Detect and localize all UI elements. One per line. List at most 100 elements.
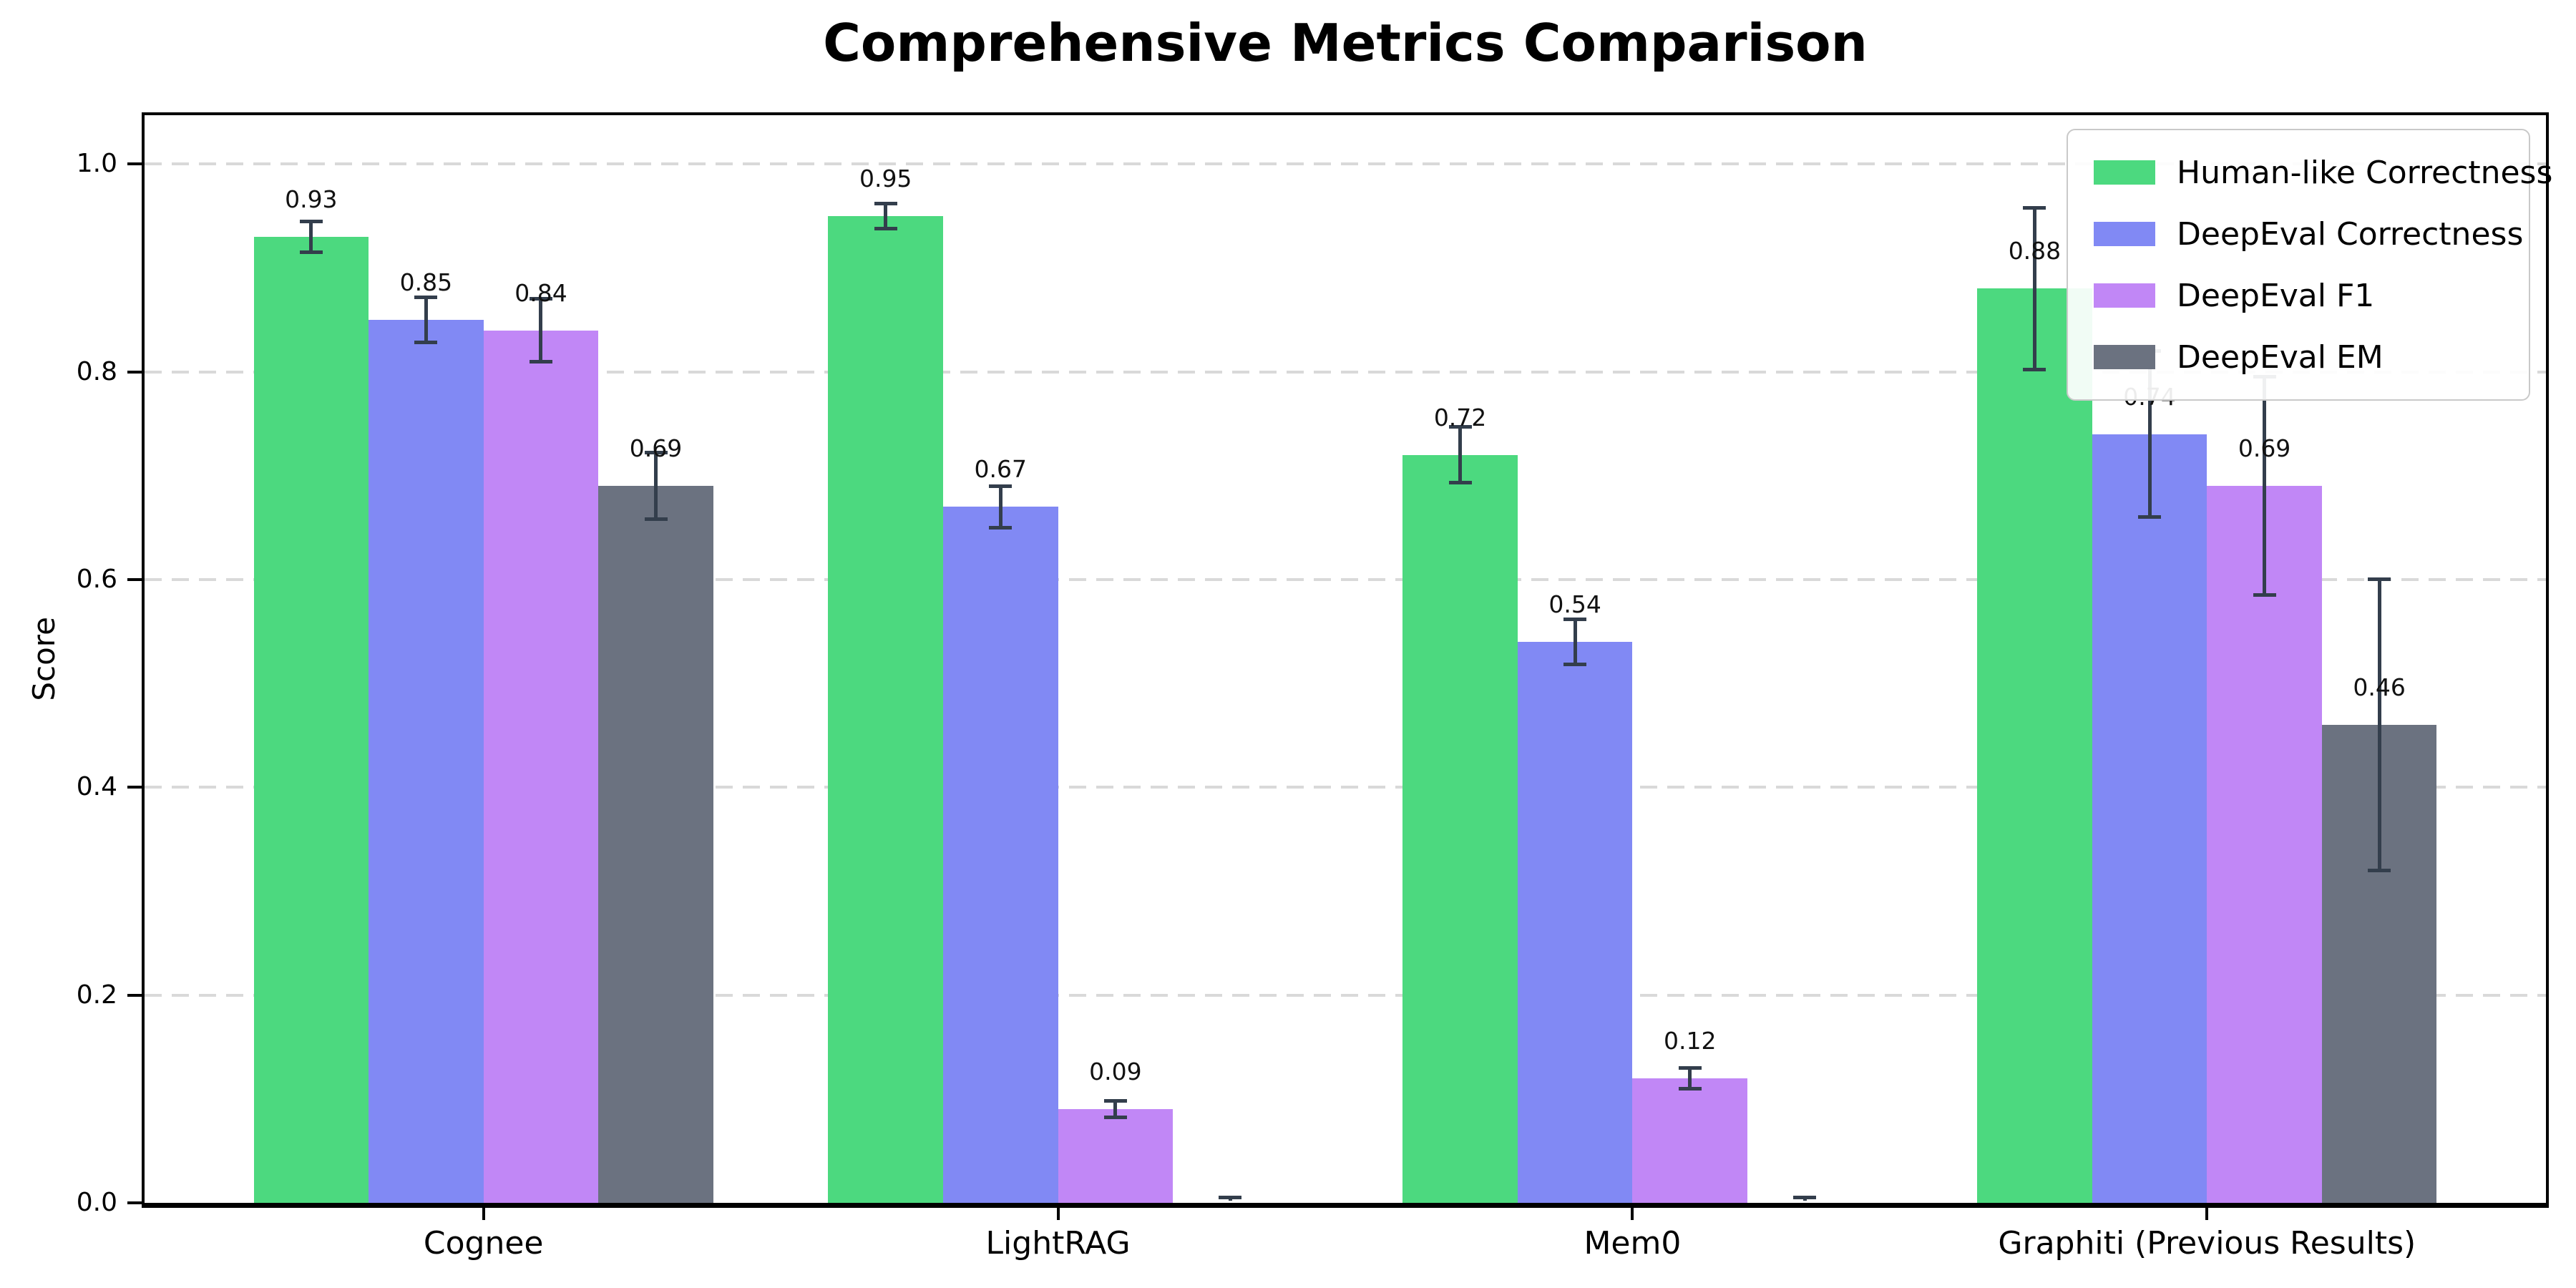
error-bar [1458,426,1463,483]
legend-swatch [2094,283,2155,308]
bar [369,319,484,1203]
x-tick-label: LightRAG [985,1225,1131,1262]
legend-item: DeepEval EM [2068,326,2529,388]
error-bar [424,297,428,343]
bar-value-label: 0.46 [2353,673,2406,702]
bar-value-label: 0.88 [2008,237,2062,265]
gridline [145,993,2546,997]
y-tick-mark [127,577,145,581]
error-bar-cap [989,484,1013,488]
error-bar [1573,619,1577,665]
error-bar-cap [1448,425,1472,429]
bar [483,330,599,1203]
y-tick-label: 0.0 [76,1188,117,1217]
bar-value-label: 0.54 [1548,590,1601,619]
error-bar-cap [2023,368,2046,372]
bar-value-label: 0.93 [285,185,338,213]
gridline [145,577,2546,581]
legend-label: Human-like Correctness [2177,154,2553,191]
error-bar-cap [1219,1196,1242,1200]
error-bar-cap [299,250,323,255]
axis-spine-top [142,112,2549,115]
axis-spine-right [2546,112,2549,1208]
legend-swatch [2094,345,2155,369]
y-tick-label: 0.6 [76,564,117,594]
bar [1058,1109,1174,1203]
y-tick-mark [127,993,145,997]
x-tick-label: Graphiti (Previous Results) [1998,1225,2416,1262]
gridline [145,370,2546,374]
error-bar [884,203,888,229]
error-bar-cap [1793,1196,1817,1200]
legend-label: DeepEval F1 [2177,277,2375,314]
y-tick-label: 0.8 [76,356,117,386]
error-bar [654,452,658,519]
bar-value-label: 0.84 [514,278,567,307]
error-bar-cap [2023,205,2046,210]
bar [1977,288,2092,1203]
bar [253,236,369,1203]
bar [598,486,713,1203]
error-bar-cap [529,297,552,301]
x-tick-mark [1631,1203,1634,1220]
error-bar-cap [2368,868,2391,872]
legend-item: Human-like Correctness [2068,142,2552,203]
bar [1402,454,1518,1203]
error-bar-cap [414,341,438,345]
y-tick-mark [127,786,145,789]
legend-item: DeepEval Correctness [2068,203,2529,265]
legend-label: DeepEval EM [2177,338,2384,376]
error-bar-cap [529,359,552,364]
gridline [145,786,2546,789]
error-bar-cap [874,201,897,205]
bar [942,507,1058,1203]
y-tick-mark [127,1201,145,1204]
legend-swatch [2094,222,2155,246]
error-bar-cap [1678,1086,1702,1091]
bar-value-label: 0.85 [399,268,453,296]
error-bar-cap [1103,1099,1127,1103]
bar-value-label: 0.95 [859,164,912,192]
error-bar [2377,579,2381,871]
bar-value-label: 0.72 [1433,403,1487,431]
error-bar-cap [1448,481,1472,485]
bar [1632,1078,1747,1203]
error-bar [309,221,313,253]
axis-spine-left [142,112,145,1208]
x-tick-mark [1056,1203,1060,1220]
error-bar-cap [414,295,438,299]
error-bar-cap [2253,593,2276,597]
legend-item: DeepEval F1 [2068,265,2529,326]
bar [2207,486,2322,1203]
y-tick-label: 0.2 [76,980,117,1010]
error-bar-cap [874,226,897,230]
error-bar-cap [644,451,668,455]
legend: Human-like Correctness DeepEval Correctne… [2067,129,2552,401]
error-bar [2263,376,2267,595]
error-bar-cap [1563,617,1587,621]
error-bar-cap [989,525,1013,530]
bar [828,215,943,1203]
error-bar-cap [1563,663,1587,667]
error-bar [2147,351,2152,517]
error-bar-cap [644,517,668,522]
bar-value-label: 0.69 [2238,434,2291,463]
bar-value-label: 0.69 [629,434,683,463]
x-tick-mark [2205,1203,2209,1220]
y-tick-mark [127,162,145,166]
x-tick-mark [482,1203,485,1220]
y-tick-mark [127,370,145,374]
error-bar [1113,1101,1118,1118]
error-bar [539,298,543,362]
x-tick-label: Mem0 [1584,1225,1682,1262]
error-bar-cap [2368,577,2391,582]
error-bar-cap [2138,515,2162,519]
chart-title: Comprehensive Metrics Comparison [823,13,1868,73]
legend-swatch [2094,160,2155,185]
gridline [145,162,2546,166]
error-bar-cap [1678,1065,1702,1070]
bar-value-label: 0.67 [974,455,1027,484]
x-tick-label: Cognee [423,1225,544,1262]
